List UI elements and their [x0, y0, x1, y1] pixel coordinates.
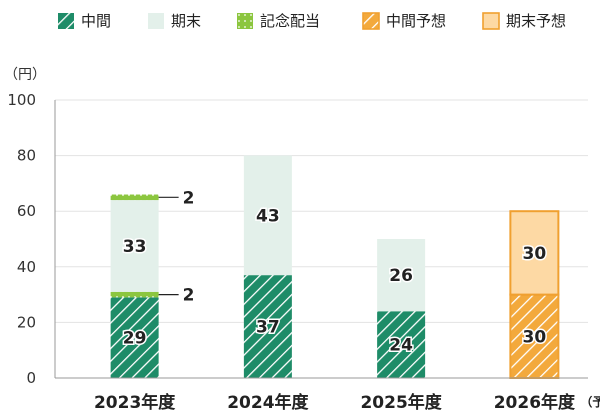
y-tick-label: 0: [26, 369, 36, 387]
data-label: 24: [389, 336, 413, 356]
y-tick-label: 40: [17, 258, 36, 276]
x-category-label: 2026年度: [494, 392, 576, 413]
y-tick-label: 100: [7, 91, 36, 109]
bar-yearend-0: [110, 200, 159, 292]
y-tick-label: 20: [17, 313, 36, 331]
bar-yearend-2: [377, 239, 426, 312]
data-label: 43: [256, 206, 280, 226]
legend-label: 記念配当: [260, 12, 321, 30]
bar-yearend-1: [243, 155, 292, 276]
legend-swatch: [147, 12, 165, 30]
y-tick-label: 60: [17, 202, 36, 220]
data-label: 30: [523, 327, 547, 347]
data-label: 29: [123, 329, 147, 349]
legend-item-interim_fc: 中間予想: [362, 10, 446, 31]
legend-swatch: [362, 11, 380, 30]
x-category-label: 2023年度: [94, 392, 176, 413]
x-category-label: 2025年度: [360, 392, 442, 413]
data-label: 2: [183, 286, 195, 306]
bar-interim_cmm-0: [110, 291, 159, 298]
legend-swatch: [236, 12, 254, 30]
legend-label: 期末: [171, 12, 202, 30]
legend-item-interim: 中間: [57, 10, 111, 31]
bar-yearend_cmm-0: [110, 194, 159, 201]
x-category-note: （予定）: [580, 394, 600, 409]
bar-yearend_fc-3: [509, 210, 560, 296]
legend-label: 中間: [81, 12, 112, 30]
legend-swatch: [57, 12, 75, 30]
legend-item-commem: 記念配当: [236, 10, 320, 31]
data-label: 37: [256, 318, 280, 338]
y-axis-unit: （円）: [4, 67, 46, 83]
legend-swatch: [482, 11, 500, 30]
y-tick-label: 80: [17, 147, 36, 165]
bar-interim_fc-3: [509, 293, 560, 380]
data-label: 2: [183, 188, 195, 208]
bar-interim-2: [377, 311, 426, 378]
data-label: 30: [523, 244, 547, 264]
x-category-label: 2024年度: [227, 392, 309, 413]
legend-item-yearend_fc: 期末予想: [482, 10, 566, 31]
legend-label: 期末予想: [506, 12, 567, 30]
legend-item-yearend: 期末: [147, 10, 201, 31]
bar-interim-1: [243, 275, 292, 378]
legend-label: 中間予想: [386, 12, 447, 30]
data-label: 26: [389, 266, 413, 286]
data-label: 33: [123, 237, 147, 257]
legend: 中間 期末 記念配当 中間予想 期末予想: [0, 10, 600, 38]
bar-interim-0: [110, 297, 159, 378]
